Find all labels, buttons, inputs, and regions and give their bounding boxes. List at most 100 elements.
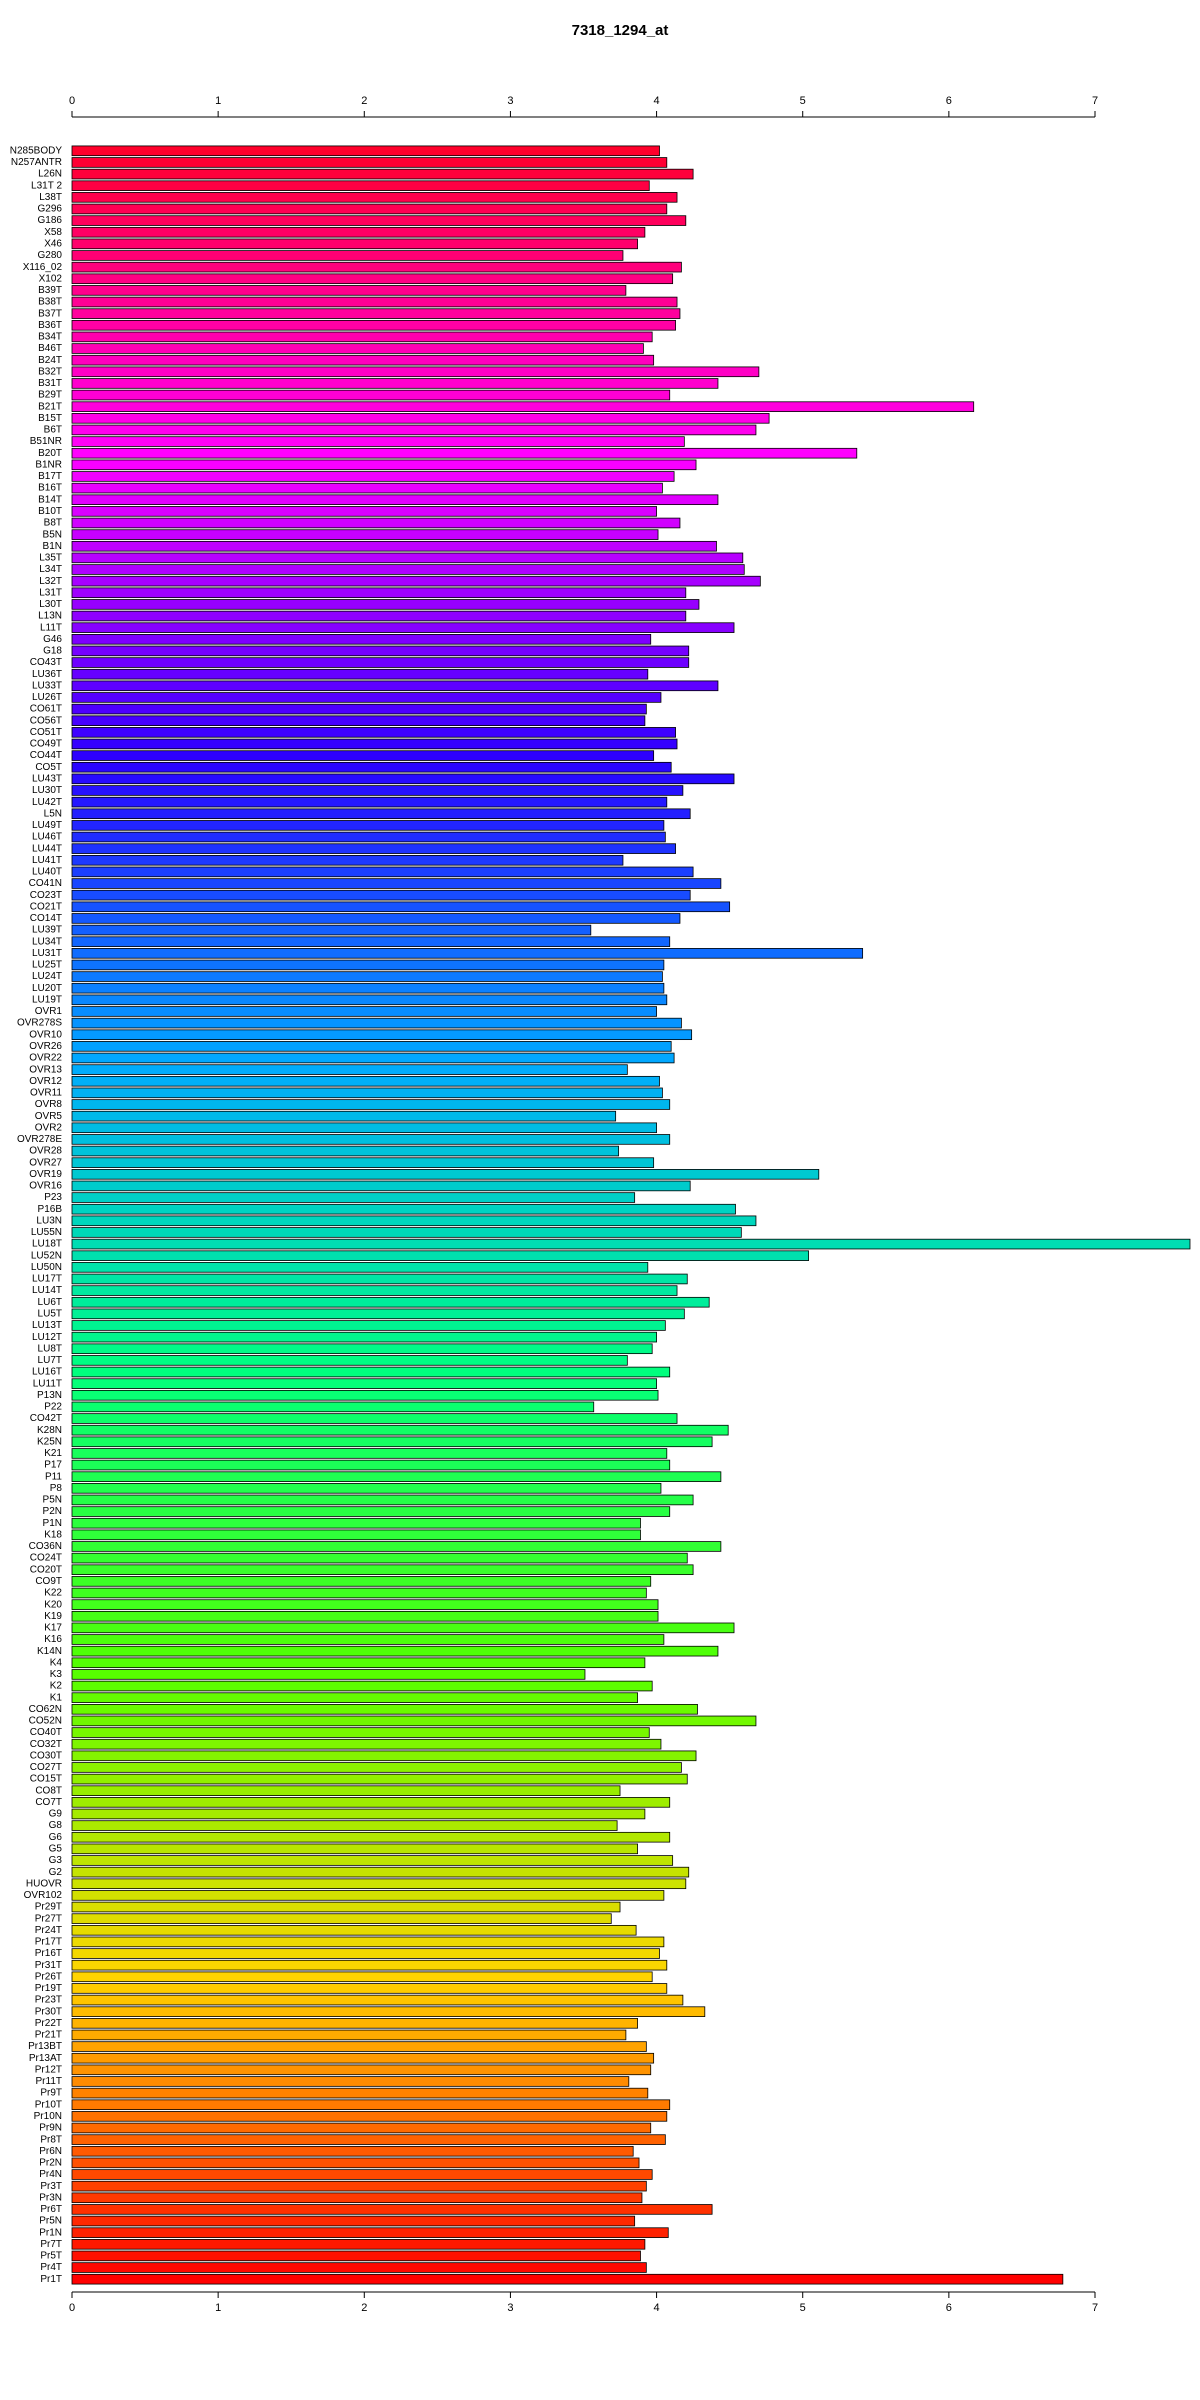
y-tick-label: LU55N <box>31 1227 62 1238</box>
bar <box>71 866 694 878</box>
y-tick-label: Pr22T <box>35 2018 62 2029</box>
y-tick-label: B15T <box>38 413 62 424</box>
bar <box>71 1506 671 1517</box>
bar <box>71 1192 636 1203</box>
bar <box>71 1692 638 1703</box>
y-tick-label: G3 <box>49 1855 63 1866</box>
y-tick-label: LU30T <box>32 785 62 796</box>
bar <box>71 1099 671 1110</box>
bar <box>71 1610 659 1622</box>
x-tick-label: 6 <box>946 2302 952 2314</box>
y-tick-label: N257ANTR <box>11 157 62 168</box>
y-tick-label: Pr10N <box>34 2111 62 2122</box>
y-tick-label: G18 <box>43 646 62 657</box>
y-tick-label: G9 <box>49 1809 63 1820</box>
bar <box>71 1517 641 1529</box>
bar <box>71 2052 655 2064</box>
bar <box>71 901 731 913</box>
y-tick-label: Pr7T <box>40 2239 62 2250</box>
x-tick-label: 1 <box>215 95 221 107</box>
y-tick-label: Pr21T <box>35 2030 62 2041</box>
y-tick-label: G296 <box>38 204 63 215</box>
bar <box>71 238 638 250</box>
bar <box>71 668 649 680</box>
bar <box>71 378 719 389</box>
y-tick-label: Pr4T <box>40 2262 62 2273</box>
y-tick-label: LU39T <box>32 925 62 936</box>
bar <box>71 982 665 994</box>
bar <box>71 343 644 354</box>
y-tick-label: Pr30T <box>35 2006 62 2017</box>
bar <box>71 517 681 529</box>
y-tick-label: LU36T <box>32 669 62 680</box>
y-tick-label: Pr3T <box>40 2181 62 2192</box>
y-tick-label: L13N <box>38 611 62 622</box>
y-tick-label: OVR28 <box>29 1146 62 1157</box>
y-tick-label: OVR26 <box>29 1041 62 1052</box>
y-tick-label: P2N <box>43 1506 62 1517</box>
y-tick-label: P8 <box>50 1483 63 1494</box>
bar <box>71 1657 646 1669</box>
y-tick-label: L38T <box>39 192 62 203</box>
y-tick-label: CO27T <box>30 1762 62 1773</box>
bar <box>71 2239 646 2250</box>
y-tick-label: G8 <box>49 1820 63 1831</box>
bar <box>71 2169 653 2180</box>
bar <box>71 2111 668 2122</box>
bar <box>71 540 717 552</box>
bar <box>71 1227 742 1238</box>
y-tick-label: CO44T <box>30 750 62 761</box>
y-tick-label: G2 <box>49 1867 63 1878</box>
y-tick-label: B51NR <box>30 436 62 447</box>
bar <box>71 1622 735 1634</box>
y-tick-label: Pr9T <box>40 2088 62 2099</box>
y-tick-label: OVR278S <box>17 1018 62 1029</box>
x-tick-label: 3 <box>507 2302 513 2314</box>
y-tick-label: K18 <box>44 1529 62 1540</box>
bar <box>71 1157 655 1168</box>
bar <box>71 1983 668 1994</box>
y-tick-label: OVR5 <box>35 1111 63 1122</box>
y-tick-label: B38T <box>38 297 62 308</box>
bar <box>71 424 757 436</box>
bar <box>71 924 592 936</box>
bar <box>71 657 690 668</box>
y-tick-label: L31T <box>39 587 62 598</box>
y-tick-label: LU20T <box>32 983 62 994</box>
bar <box>71 2215 636 2227</box>
bar <box>71 1262 649 1273</box>
bar <box>71 1459 671 1471</box>
y-tick-label: G186 <box>38 215 63 226</box>
bar <box>71 1785 621 1796</box>
y-tick-label: Pr5T <box>40 2251 62 2262</box>
bar <box>71 1145 619 1157</box>
bar <box>71 564 745 575</box>
y-tick-label: CO15T <box>30 1774 62 1785</box>
bar <box>71 715 646 726</box>
y-tick-label: B17T <box>38 471 62 482</box>
y-tick-label: CO5T <box>35 762 62 773</box>
y-tick-label: OVR102 <box>24 1890 63 1901</box>
y-tick-label: B39T <box>38 285 62 296</box>
bar <box>71 1180 691 1192</box>
bar <box>71 1134 671 1145</box>
y-tick-label: OVR1 <box>35 1006 63 1017</box>
bar <box>71 1401 595 1413</box>
bar <box>71 1378 657 1389</box>
y-tick-label: CO52N <box>29 1716 62 1727</box>
y-tick-label: LU6T <box>38 1297 62 1308</box>
bar <box>71 1285 678 1296</box>
y-tick-label: G46 <box>43 634 62 645</box>
y-tick-label: LU31T <box>32 948 62 959</box>
x-tick-label: 4 <box>654 95 660 107</box>
bar <box>71 2145 634 2157</box>
bar <box>71 1843 638 1855</box>
y-tick-label: L31T 2 <box>31 180 62 191</box>
y-tick-label: Pr1N <box>39 2227 62 2238</box>
y-tick-label: LU33T <box>32 680 62 691</box>
y-tick-label: P22 <box>44 1402 62 1413</box>
y-tick-label: OVR278E <box>17 1134 62 1145</box>
bar <box>71 1552 688 1564</box>
bar <box>71 1471 722 1482</box>
y-tick-label: P5N <box>43 1495 62 1506</box>
